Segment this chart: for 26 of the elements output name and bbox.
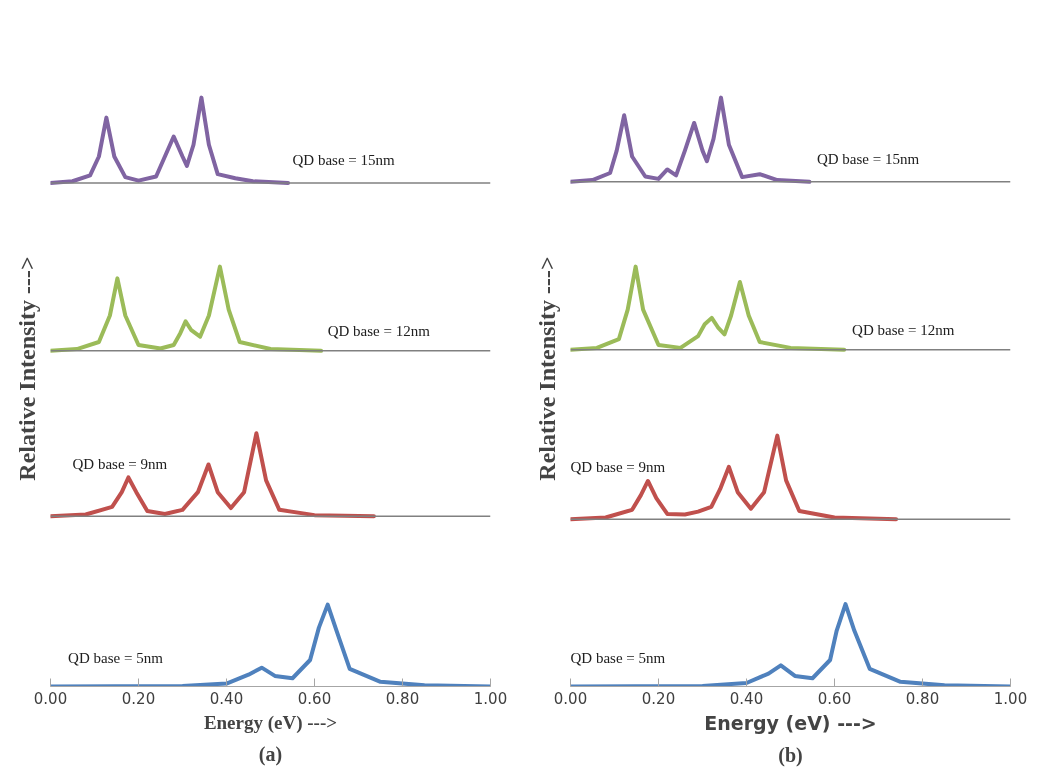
series-label: QD base = 12nm	[852, 321, 955, 338]
series-label: QD base = 9nm	[570, 459, 666, 476]
y-axis-title: Relative Intensity --->	[533, 256, 560, 481]
series-label: QD base = 5nm	[570, 649, 666, 666]
series-label: QD base = 12nm	[327, 323, 431, 340]
x-tick-label: 0.80	[385, 689, 420, 708]
series-label: QD base = 9nm	[72, 456, 168, 473]
x-tick-label: 0.00	[553, 689, 588, 708]
x-tick-label: 0.20	[121, 689, 156, 708]
x-tick-label: 0.60	[297, 689, 332, 708]
x-axis-title: Energy (eV) --->	[704, 711, 877, 734]
x-tick-label: 0.60	[817, 689, 852, 708]
x-tick-label: 1.00	[473, 689, 508, 708]
series-label: QD base = 15nm	[816, 151, 920, 168]
text: (a)	[258, 742, 283, 766]
y-axis-title: Relative Intensity --->	[13, 256, 40, 481]
series-label: QD base = 5nm	[68, 649, 164, 666]
text: (b)	[778, 743, 803, 767]
series-label: QD base = 15nm	[292, 152, 396, 169]
x-tick-label: 1.00	[993, 689, 1028, 708]
x-tick-label: 0.20	[641, 689, 676, 708]
x-tick-label: 0.80	[905, 689, 940, 708]
x-tick-label: 0.40	[729, 689, 764, 708]
x-tick-label: 0.40	[209, 689, 244, 708]
x-tick-label: 0.00	[33, 689, 68, 708]
x-axis-title: Energy (eV) --->	[203, 711, 338, 734]
